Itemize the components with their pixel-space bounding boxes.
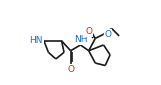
Text: O: O <box>104 30 111 39</box>
Text: HN: HN <box>30 36 43 45</box>
Text: O: O <box>67 65 74 74</box>
Text: NH: NH <box>74 35 87 44</box>
Text: O: O <box>85 27 92 36</box>
